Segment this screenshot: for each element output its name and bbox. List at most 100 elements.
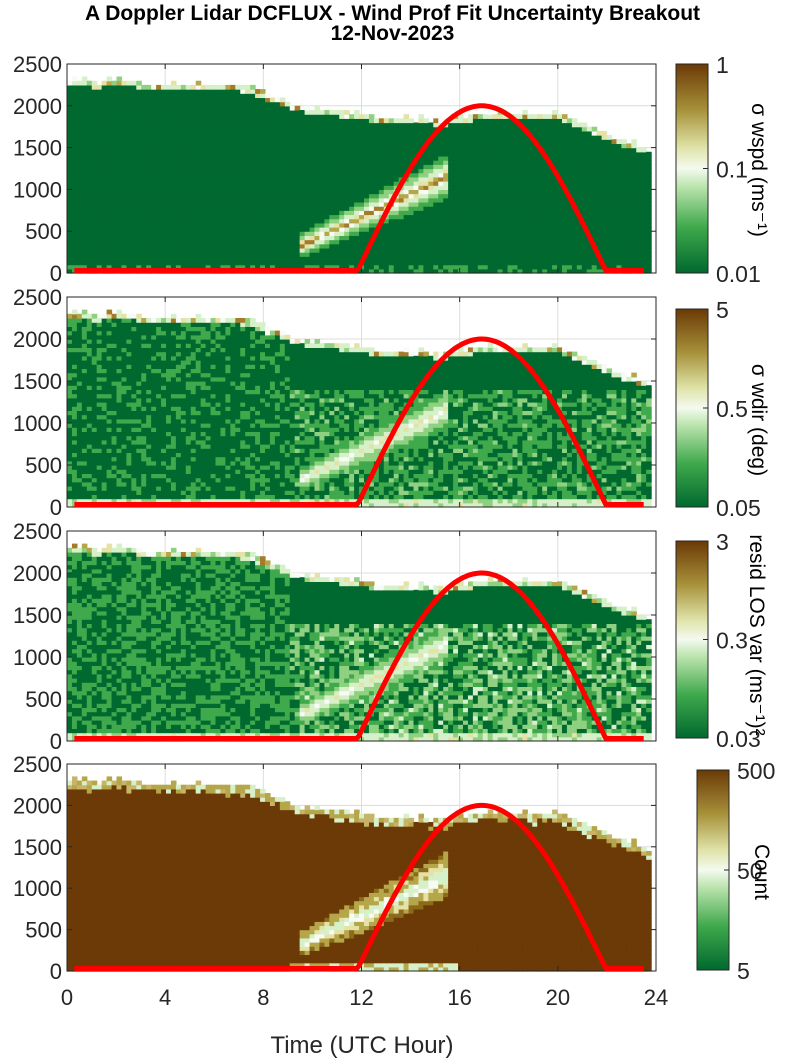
heatmap-cell [393, 118, 400, 124]
heatmap-cell [205, 176, 212, 182]
heatmap-cell [393, 160, 400, 165]
heatmap-cell [433, 151, 439, 157]
heatmap-cell [76, 313, 83, 319]
heatmap-cell [146, 197, 152, 203]
heatmap-cell [472, 247, 479, 253]
heatmap-cell [265, 139, 271, 145]
heatmap-cell [91, 197, 98, 203]
heatmap-cell [398, 231, 405, 236]
heatmap-cell [561, 268, 568, 274]
heatmap-cell [487, 210, 494, 216]
heatmap-cell [121, 210, 127, 216]
heatmap-cell [294, 243, 301, 249]
heatmap-cell [91, 80, 98, 86]
heatmap-cell [423, 122, 429, 128]
heatmap-cell [136, 114, 142, 119]
heatmap-cell [67, 97, 73, 103]
heatmap-cell [265, 118, 271, 124]
heatmap-cell [245, 93, 251, 99]
heatmap-cell [472, 260, 479, 266]
heatmap-cell [274, 197, 281, 203]
heatmap-cell [279, 193, 286, 199]
heatmap-cell [175, 239, 182, 245]
heatmap-cell [210, 256, 217, 262]
heatmap-cell [566, 147, 573, 153]
heatmap-cell [601, 135, 608, 140]
heatmap-cell [86, 126, 93, 132]
heatmap-cell [304, 252, 311, 257]
heatmap-cell [636, 164, 642, 170]
heatmap-cell [552, 181, 558, 186]
heatmap-cell [408, 197, 415, 203]
heatmap-cell [294, 126, 301, 132]
heatmap-cell [106, 105, 113, 111]
heatmap-cell [393, 126, 400, 132]
heatmap-cell [428, 130, 434, 136]
heatmap-cell [215, 147, 222, 153]
heatmap-cell [378, 206, 385, 211]
heatmap-cell [67, 210, 73, 216]
heatmap-cell [225, 155, 231, 161]
heatmap-cell [403, 151, 410, 157]
heatmap-cell [571, 247, 578, 253]
heatmap-cell [96, 214, 103, 220]
heatmap-cell [552, 247, 558, 253]
heatmap-cell [161, 109, 167, 115]
heatmap-cell [458, 164, 464, 170]
heatmap-cell [532, 235, 538, 241]
heatmap-cell [408, 210, 415, 216]
heatmap-cell [126, 151, 132, 157]
heatmap-cell [81, 222, 88, 228]
heatmap-cell [458, 260, 464, 266]
heatmap-cell [601, 235, 608, 241]
heatmap-cell [631, 155, 637, 161]
heatmap-cell [428, 122, 434, 128]
heatmap-cell [67, 197, 73, 203]
heatmap-cell [265, 197, 271, 203]
heatmap-cell [175, 126, 182, 132]
heatmap-cell [517, 214, 523, 220]
heatmap-cell [170, 210, 177, 216]
heatmap-cell [388, 155, 395, 161]
heatmap-cell [289, 143, 296, 149]
heatmap-cell [383, 218, 390, 224]
heatmap-cell [383, 243, 390, 249]
heatmap-cell [537, 164, 543, 170]
heatmap-cell [67, 122, 73, 128]
heatmap-cell [576, 147, 583, 153]
heatmap-cell [76, 80, 83, 86]
heatmap-cell [477, 214, 484, 220]
heatmap-cell [339, 176, 345, 182]
heatmap-cell [467, 143, 474, 149]
heatmap-cell [512, 206, 519, 211]
heatmap-cell [175, 210, 182, 216]
heatmap-cell [507, 210, 514, 216]
heatmap-cell [547, 135, 553, 140]
heatmap-cell [260, 264, 266, 270]
heatmap-cell [101, 247, 108, 253]
heatmap-cell [349, 130, 355, 136]
heatmap-cell [428, 231, 434, 236]
heatmap-cell [180, 97, 187, 103]
heatmap-cell [324, 114, 330, 119]
heatmap-cell [443, 256, 449, 262]
heatmap-cell [255, 130, 261, 136]
heatmap-cell [121, 135, 127, 140]
heatmap-cell [81, 326, 88, 332]
heatmap-cell [166, 206, 172, 211]
heatmap-cell [547, 227, 553, 232]
heatmap-cell [393, 231, 400, 236]
heatmap-cell [111, 143, 118, 149]
heatmap-cell [289, 155, 296, 161]
heatmap-cell [304, 206, 311, 211]
heatmap-cell [175, 181, 182, 186]
heatmap-cell [67, 435, 73, 441]
heatmap-cell [260, 126, 266, 132]
heatmap-cell [438, 214, 444, 220]
heatmap-cell [532, 227, 538, 232]
heatmap-cell [76, 210, 83, 216]
heatmap-cell [497, 147, 504, 153]
heatmap-cell [423, 181, 429, 186]
heatmap-cell [146, 147, 152, 153]
heatmap-cell [190, 264, 197, 270]
